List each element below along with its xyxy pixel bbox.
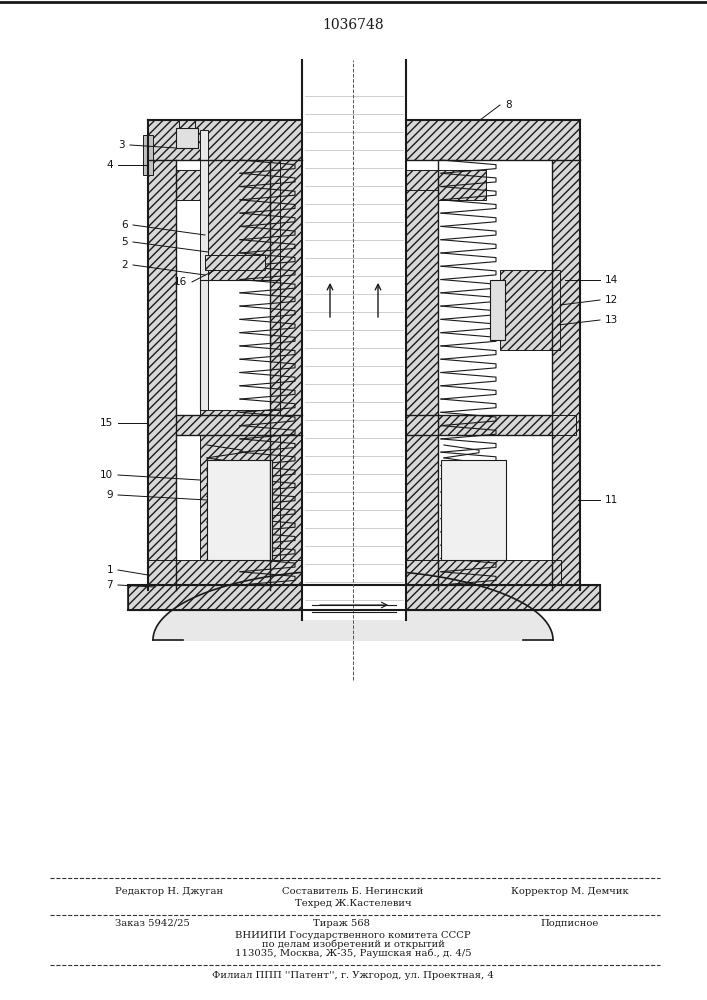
Text: Тираж 568: Тираж 568 [313,918,370,928]
Bar [176,128,198,148]
Bar [143,135,153,175]
Text: 14: 14 [605,275,618,285]
Text: 3: 3 [118,140,125,150]
Bar [441,460,506,560]
Bar [406,560,561,590]
Text: 6: 6 [122,220,128,230]
Bar [406,190,438,590]
Text: 1: 1 [106,565,113,575]
Text: Подписное: Подписное [541,918,600,928]
Bar [205,255,265,270]
Bar [176,415,416,435]
Bar [179,120,195,128]
Text: Составитель Б. Негинский: Составитель Б. Негинский [282,888,423,896]
Bar [490,280,505,340]
Bar [406,415,576,435]
Bar [148,560,303,590]
Text: 113035, Москва, Ж-35, Раушская наб., д. 4/5: 113035, Москва, Ж-35, Раушская наб., д. … [235,948,472,958]
Text: 2: 2 [122,260,128,270]
Bar [500,270,560,350]
Bar [406,170,486,200]
Bar [128,585,600,610]
Text: 1036748: 1036748 [322,18,384,32]
Text: 16: 16 [174,277,187,287]
Text: 12: 12 [605,295,618,305]
Bar [148,120,302,160]
Text: Заказ 5942/25: Заказ 5942/25 [115,918,190,928]
Text: 5: 5 [122,237,128,247]
Bar [176,170,280,200]
Text: 9: 9 [106,490,113,500]
Bar [406,120,580,160]
Text: 11: 11 [605,495,618,505]
Bar [148,120,176,590]
Bar [552,120,580,590]
Text: Корректор М. Демчик: Корректор М. Демчик [511,888,629,896]
Text: 8: 8 [505,100,512,110]
Text: по делам изобретений и открытий: по делам изобретений и открытий [262,939,445,949]
Text: 15: 15 [100,418,113,428]
Text: 13: 13 [605,315,618,325]
Text: 7: 7 [106,580,113,590]
Bar [200,410,280,590]
Text: 10: 10 [100,470,113,480]
Text: ВНИИПИ Государственного комитета СССР: ВНИИПИ Государственного комитета СССР [235,930,471,940]
Text: Редактор Н. Джуган: Редактор Н. Джуган [115,888,223,896]
Text: Филиал ППП ''Патент'', г. Ужгород, ул. Проектная, 4: Филиал ППП ''Патент'', г. Ужгород, ул. П… [212,970,494,980]
Bar [200,130,208,410]
Bar [270,160,302,590]
Bar [200,160,280,280]
Text: 4: 4 [106,160,113,170]
Bar [207,460,272,560]
Text: Техред Ж.Кастелевич: Техред Ж.Кастелевич [295,900,411,908]
Bar [302,60,406,620]
Polygon shape [153,570,553,640]
